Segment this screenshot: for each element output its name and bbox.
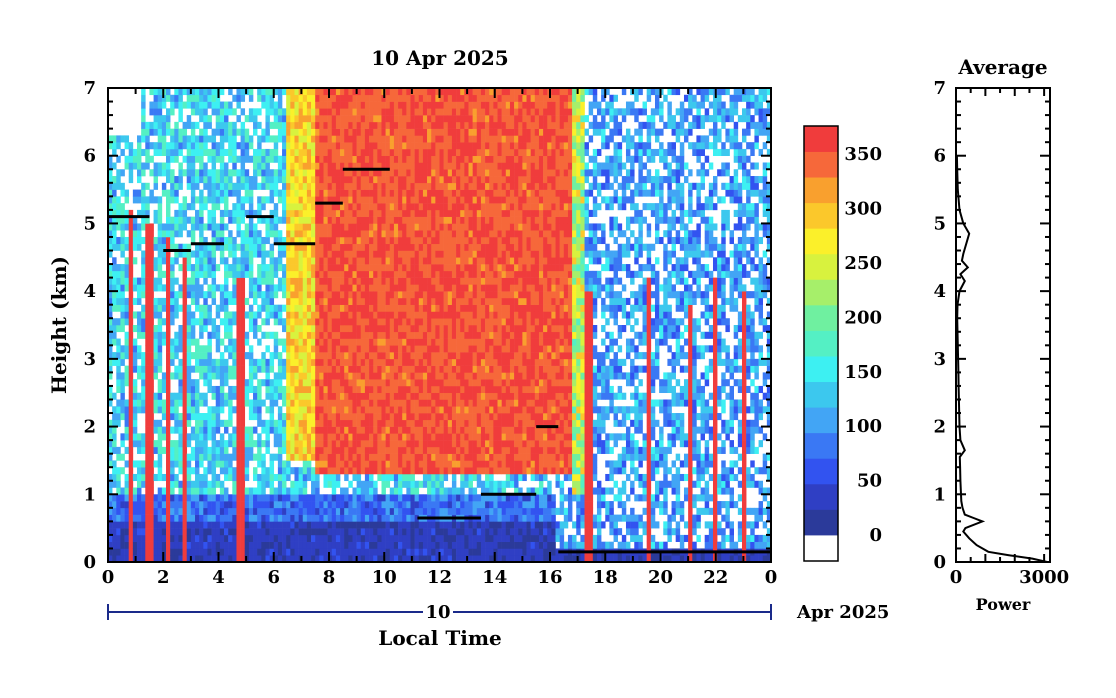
colorbar-swatch <box>804 228 838 255</box>
profile-axis-ticks <box>955 87 1050 563</box>
y-tick-label: 2 <box>83 417 96 438</box>
colorbar-swatch <box>804 279 838 306</box>
x-tick-label: 2 <box>157 567 170 588</box>
x-tick-label: 16 <box>537 567 562 588</box>
colorbar-swatch <box>804 151 838 178</box>
profile-x-tick-label: 0 <box>950 567 963 588</box>
cloud-layer-markers <box>108 167 771 554</box>
colorbar-swatch <box>804 356 838 383</box>
profile-y-tick-label: 7 <box>933 78 946 99</box>
colorbar-swatch <box>804 509 838 536</box>
colorbar-zero-swatch <box>804 535 838 561</box>
profile-frame <box>955 87 1051 563</box>
x-tick-label: 12 <box>427 567 452 588</box>
chart-title: 10 Apr 2025 <box>371 46 508 70</box>
x-tick-label: 8 <box>323 567 336 588</box>
x-tick-label: 22 <box>703 567 728 588</box>
y-tick-label: 1 <box>83 484 96 505</box>
profile-y-tick-labels: 0 1 2 3 4 5 6 7 <box>933 78 946 573</box>
y-tick-label: 5 <box>83 213 96 234</box>
y-tick-labels: 0 1 2 3 4 5 6 7 <box>83 78 96 573</box>
colorbar-tick-label: 200 <box>844 307 882 328</box>
colorbar-swatch <box>804 330 838 357</box>
backscatter-heatmap <box>108 88 772 563</box>
x-tick-label: 0 <box>765 567 778 588</box>
x-tick-label: 20 <box>648 567 673 588</box>
profile-y-tick-label: 3 <box>933 349 946 370</box>
colorbar-tick-labels: 0 50 100 150 200 250 300 350 <box>844 144 882 546</box>
x-tick-label: 6 <box>267 567 280 588</box>
colorbar-tick-label: 250 <box>844 253 882 274</box>
colorbar-swatch <box>804 177 838 204</box>
profile-title: Average <box>957 55 1047 79</box>
colorbar-swatch <box>804 253 838 280</box>
colorbar-tick-label: 50 <box>857 471 882 492</box>
colorbar-tick-label: 0 <box>869 525 882 546</box>
y-tick-label: 3 <box>83 349 96 370</box>
colorbar-swatch <box>804 432 838 459</box>
average-power-line <box>955 155 1048 563</box>
date-bar-day: 10 <box>425 602 450 623</box>
profile-y-tick-label: 2 <box>933 417 946 438</box>
x-axis-label: Local Time <box>378 626 501 650</box>
y-tick-label: 7 <box>83 78 96 99</box>
x-tick-label: 10 <box>372 567 397 588</box>
colorbar-frame <box>803 125 839 562</box>
colorbar-swatch <box>804 381 838 408</box>
x-tick-label: 18 <box>593 567 618 588</box>
y-tick-label: 6 <box>83 146 96 167</box>
x-tick-label: 0 <box>102 567 115 588</box>
x-tick-labels: 0 2 4 6 8 10 12 14 16 18 20 22 0 <box>102 567 778 588</box>
profile-x-tick-labels: 0 3000 <box>950 567 1069 588</box>
y-tick-label: 0 <box>83 552 96 573</box>
colorbar-swatch <box>804 202 838 229</box>
x-tick-label: 4 <box>212 567 225 588</box>
colorbar-tick-label: 150 <box>844 362 882 383</box>
date-bar: 10 Apr 2025 <box>107 602 889 623</box>
colorbar-swatch <box>804 483 838 510</box>
date-bar-month-year: Apr 2025 <box>796 602 889 623</box>
colorbar-swatch <box>804 304 838 331</box>
colorbar-swatch <box>804 407 838 434</box>
profile-x-axis-label: Power <box>976 595 1031 614</box>
colorbar-swatch <box>804 126 838 152</box>
x-tick-label: 14 <box>482 567 507 588</box>
main-axis-ticks <box>107 87 772 563</box>
colorbar-tick-label: 300 <box>844 199 882 220</box>
colorbar-tick-label: 100 <box>844 416 882 437</box>
profile-y-tick-label: 4 <box>933 281 946 302</box>
colorbar-swatch <box>804 458 838 485</box>
profile-y-tick-label: 0 <box>933 552 946 573</box>
profile-y-tick-label: 5 <box>933 213 946 234</box>
profile-y-tick-label: 1 <box>933 484 946 505</box>
colorbar-tick-label: 350 <box>844 144 882 165</box>
colorbar <box>803 125 839 562</box>
profile-x-tick-label: 3000 <box>1019 567 1069 588</box>
y-axis-label: Height (km) <box>47 256 71 394</box>
profile-y-tick-label: 6 <box>933 146 946 167</box>
y-tick-label: 4 <box>83 281 96 302</box>
